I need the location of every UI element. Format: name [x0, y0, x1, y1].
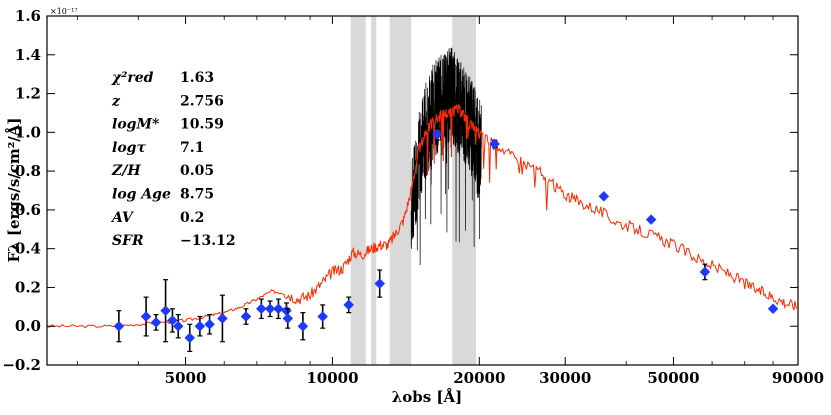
parameter-value: 1.63: [180, 70, 214, 86]
photometry-point: [374, 269, 386, 298]
photometry-point: [204, 313, 215, 335]
data-marker: [204, 318, 215, 330]
data-marker: [282, 313, 294, 324]
plot-frame: [46, 15, 799, 366]
masked-region: [389, 16, 412, 365]
y-tick-label: −0.2: [2, 356, 41, 374]
data-marker: [160, 305, 171, 317]
y-axis-title: Fλ [ergs/s/cm²/Å]: [5, 117, 23, 262]
model-curve: [46, 103, 798, 329]
photometry-point: [167, 308, 178, 333]
data-marker: [431, 128, 443, 140]
data-marker: [240, 311, 252, 322]
x-axis-ticks: 5000 10000 20000 30000 50000 90000: [76, 16, 824, 387]
y-tick-label: 0.4: [15, 240, 41, 258]
parameter-name: Z/H: [111, 163, 141, 179]
photometry-point: [317, 304, 329, 329]
y-axis-ticks: −0.2 0.0 0.2 0.4 0.6 0.8 1.0 1.2 1.4 1.6: [2, 7, 798, 374]
photometry-point: [184, 323, 196, 353]
data-marker: [281, 305, 292, 317]
parameter-value: 7.1: [180, 140, 204, 156]
x-tick-label: 50000: [647, 369, 699, 387]
data-marker: [150, 316, 162, 328]
photometry-points: [113, 127, 779, 353]
photometry-point: [240, 308, 252, 325]
x-tick-label: 20000: [453, 369, 505, 387]
data-marker: [217, 313, 228, 324]
data-marker: [113, 320, 125, 332]
data-marker: [374, 278, 386, 289]
photometry-point: [217, 294, 228, 343]
x-tick-label: 10000: [306, 369, 358, 387]
data-marker: [767, 303, 779, 315]
data-marker: [167, 315, 178, 326]
y-tick-label: 0.0: [15, 317, 41, 335]
y-tick-label: 1.6: [15, 7, 41, 25]
photometry-point: [699, 263, 711, 281]
photometry-point: [431, 127, 443, 141]
photometry-point: [150, 313, 162, 331]
y-tick-label: 0.2: [15, 278, 41, 296]
observed-spectrum-line: [410, 47, 482, 265]
data-marker: [273, 303, 284, 315]
parameter-name: log Age: [112, 187, 171, 203]
data-marker: [140, 311, 152, 322]
y-tick-label: 0.6: [15, 201, 41, 219]
masked-region: [350, 16, 366, 365]
photometry-point: [297, 312, 309, 341]
parameter-name: logM*: [112, 117, 160, 133]
parameter-name: SFR: [112, 233, 144, 249]
parameter-value: 8.75: [180, 187, 214, 203]
photometry-point: [264, 300, 276, 318]
photometry-point: [255, 298, 267, 320]
observed-spectrum: [410, 47, 482, 265]
fit-parameters: χ²red 1.63 z 2.756 logM* 10.59 logτ 7.1 Z/H 0.05 l…: [110, 70, 236, 249]
photometry-point: [194, 315, 206, 337]
data-marker: [297, 320, 309, 332]
parameter-name: AV: [110, 210, 135, 226]
photometry-point: [172, 313, 184, 339]
y-tick-label: 1.2: [15, 85, 41, 103]
parameter-value: 0.05: [180, 163, 214, 179]
data-marker: [343, 299, 355, 311]
photometry-point: [489, 138, 500, 150]
data-marker: [489, 138, 500, 150]
parameter-name: z: [111, 93, 121, 109]
photometry-point: [273, 298, 284, 320]
data-marker: [264, 303, 276, 315]
photometry-point: [343, 296, 355, 314]
y-tick-label: 1.0: [15, 123, 41, 141]
data-marker: [172, 320, 184, 332]
x-tick-label: 5000: [165, 369, 207, 387]
data-marker: [194, 320, 206, 332]
data-marker: [598, 190, 610, 202]
photometry-point: [140, 296, 152, 337]
parameter-value: 2.756: [180, 93, 224, 109]
y-tick-label: 1.4: [15, 46, 41, 64]
photometry-point: [767, 303, 779, 315]
photometry-point: [598, 190, 610, 202]
data-marker: [184, 332, 196, 344]
x-axis-title: λobs [Å]: [392, 388, 463, 406]
data-marker: [699, 266, 711, 278]
parameter-value: 0.2: [180, 210, 204, 226]
masked-region: [371, 16, 377, 365]
parameter-value: −13.12: [180, 233, 236, 249]
parameter-value: 10.59: [180, 117, 224, 133]
photometry-point: [645, 214, 657, 225]
data-marker: [645, 214, 657, 225]
photometry-point: [160, 279, 171, 343]
data-marker: [255, 303, 267, 315]
parameter-name: χ²red: [111, 70, 154, 86]
parameter-name: logτ: [112, 140, 146, 156]
photometry-point: [282, 308, 294, 329]
photometry-point: [113, 310, 125, 343]
x-tick-label: 30000: [539, 369, 591, 387]
y-exponent-label: ×10⁻¹⁷: [50, 7, 78, 16]
y-tick-label: 0.8: [15, 162, 41, 180]
x-tick-label: 90000: [772, 369, 824, 387]
data-marker: [317, 311, 329, 322]
